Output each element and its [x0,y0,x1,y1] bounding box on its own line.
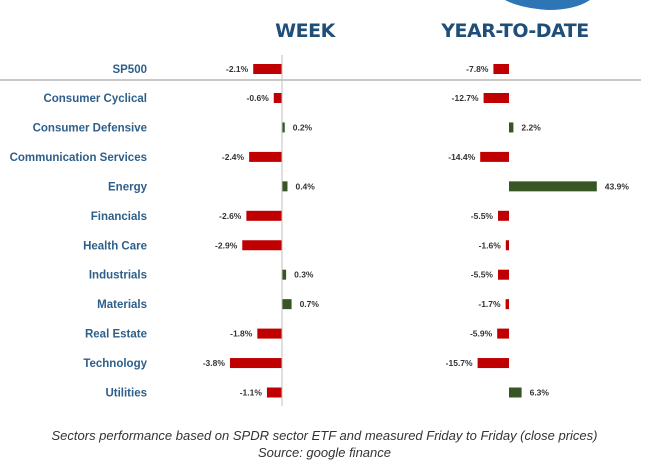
category-label-materials: Materials [97,299,147,311]
ytd-value-label-industrials: -5.5% [471,270,494,280]
week-panel-title: WEEK [275,20,336,42]
week-value-label-materials: 0.7% [300,299,320,309]
ytd-bar-consumer-cyclical [483,93,509,103]
decorative-header-shape [505,0,590,10]
week-value-label-consumer-defensive: 0.2% [293,122,313,132]
week-bar-communication-services [249,151,282,162]
ytd-value-label-materials: -1.7% [478,299,501,309]
ytd-value-label-consumer-defensive: 2.2% [521,122,541,132]
week-bar-financials [246,210,282,221]
week-value-label-consumer-cyclical: -0.6% [247,93,270,103]
week-bar-consumer-cyclical [273,93,282,103]
ytd-value-label-financials: -5.5% [471,211,494,221]
week-value-label-health-care: -2.9% [215,240,238,250]
category-label-technology: Technology [83,358,147,370]
category-label-real-estate: Real Estate [85,329,147,341]
ytd-value-label-communication-services: -14.4% [448,152,475,162]
week-bar-consumer-defensive [282,122,285,133]
ytd-bar-consumer-defensive [509,122,514,133]
week-bar-utilities [266,387,282,398]
week-bar-materials [282,299,292,310]
ytd-value-label-health-care: -1.6% [479,240,502,250]
ytd-bar-financials [498,210,509,221]
week-value-label-financials: -2.6% [219,211,242,221]
ytd-bar-communication-services [480,151,509,162]
category-labels: SP500 Consumer Cyclical Consumer Defensive… [10,64,148,400]
ytd-value-label-consumer-cyclical: -12.7% [452,93,479,103]
week-bar-sp500 [253,64,282,74]
week-bar-industrials [282,269,287,280]
week-value-label-industrials: 0.3% [294,270,314,280]
week-value-label-communication-services: -2.4% [222,152,245,162]
category-label-financials: Financials [91,211,147,223]
ytd-value-label-utilities: 6.3% [530,388,550,398]
ytd-bar-technology [477,358,509,369]
ytd-bar-real-estate [497,328,509,339]
category-label-sp500: SP500 [112,64,147,76]
ytd-value-label-technology: -15.7% [446,358,473,368]
week-bar-health-care [242,240,282,251]
caption-description: Sectors performance based on SPDR sector… [51,428,598,443]
ytd-value-label-real-estate: -5.9% [470,329,493,339]
category-label-communication-services: Communication Services [10,152,147,164]
week-value-label-sp500: -2.1% [226,64,249,74]
ytd-bar-health-care [505,240,509,251]
week-bars: -2.1% -0.6% 0.2% -2.4% 0.4% -2.6% -2.9% 0.3% 0.7… [203,64,320,398]
chart-caption: Sectors performance based on SPDR sector… [0,427,649,461]
category-label-industrials: Industrials [89,270,147,282]
week-value-label-energy: 0.4% [295,181,315,191]
week-bar-real-estate [257,328,282,339]
ytd-bar-utilities [509,387,522,398]
ytd-bar-industrials [498,269,509,280]
week-bar-technology [229,358,282,369]
ytd-panel-title: YEAR-TO-DATE [440,20,588,42]
category-label-energy: Energy [108,181,148,193]
ytd-bar-energy [509,181,597,192]
week-value-label-utilities: -1.1% [240,388,263,398]
week-value-label-real-estate: -1.8% [230,329,253,339]
category-label-consumer-cyclical: Consumer Cyclical [43,93,147,105]
category-label-consumer-defensive: Consumer Defensive [33,122,147,134]
ytd-value-label-energy: 43.9% [605,181,630,191]
category-label-utilities: Utilities [105,388,147,400]
ytd-value-label-sp500: -7.8% [466,64,489,74]
ytd-bar-materials [505,299,509,310]
ytd-bar-sp500 [493,64,509,74]
axes [0,55,641,406]
ytd-bars: -7.8% -12.7% 2.2% -14.4% 43.9% -5.5% -1.6% -5.5… [446,64,630,398]
caption-source: Source: google finance [258,445,391,460]
week-value-label-technology: -3.8% [203,358,226,368]
category-label-health-care: Health Care [83,240,147,252]
week-bar-energy [282,181,288,192]
